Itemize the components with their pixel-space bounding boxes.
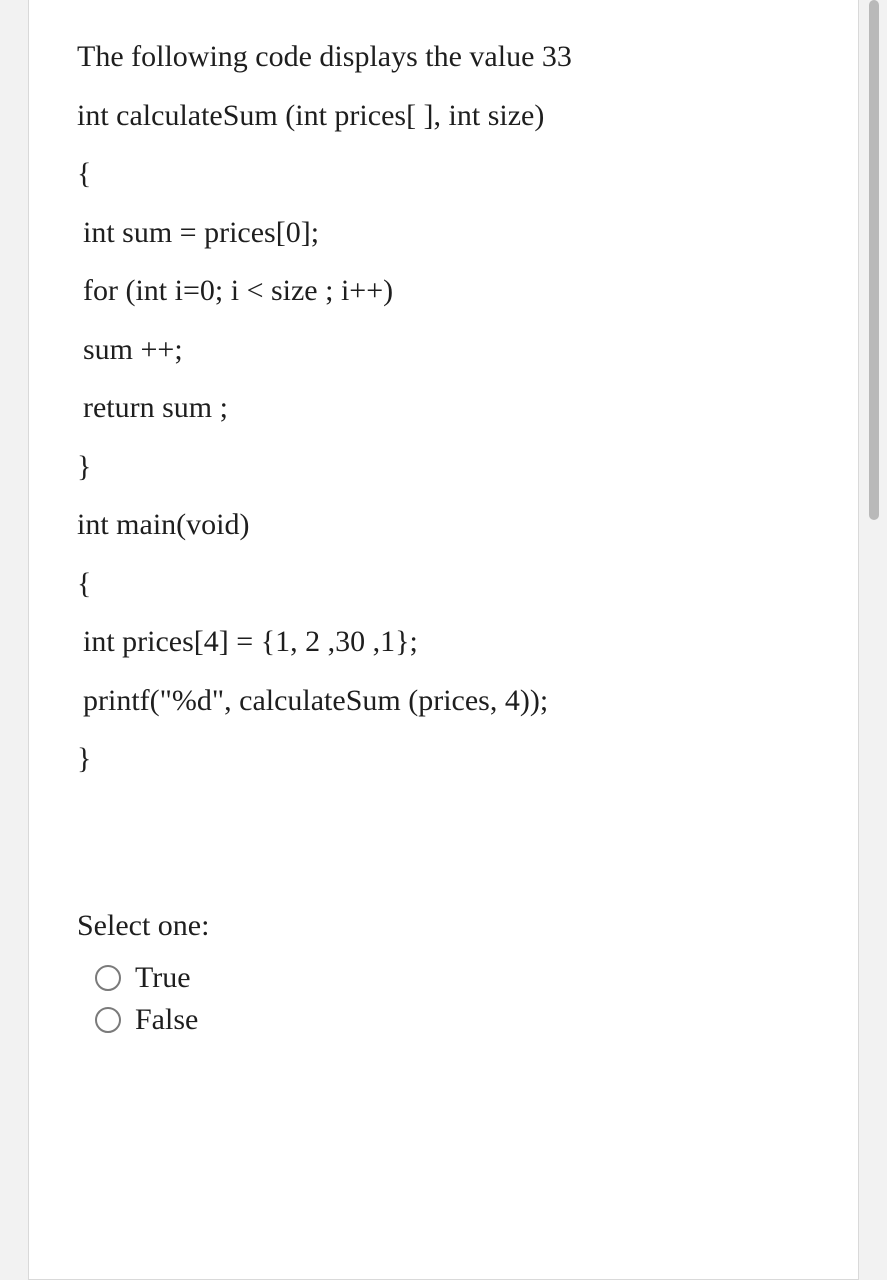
- question-line: int main(void): [77, 496, 810, 555]
- select-one-label: Select one:: [77, 909, 810, 943]
- question-line: {: [77, 145, 810, 204]
- option-true-row[interactable]: True: [95, 961, 810, 995]
- question-line: sum ++;: [77, 321, 810, 380]
- option-false-row[interactable]: False: [95, 1003, 810, 1037]
- scrollbar-thumb[interactable]: [869, 0, 879, 520]
- question-line: printf("%d", calculateSum (prices, 4));: [77, 672, 810, 731]
- scrollbar[interactable]: [869, 0, 879, 1280]
- page-root: The following code displays the value 33…: [0, 0, 887, 1280]
- radio-icon[interactable]: [95, 965, 121, 991]
- question-line: int prices[4] = {1, 2 ,30 ,1};: [77, 613, 810, 672]
- question-line: }: [77, 730, 810, 789]
- question-card: The following code displays the value 33…: [28, 0, 859, 1280]
- option-label: False: [135, 1003, 198, 1037]
- question-text-block: The following code displays the value 33…: [77, 28, 810, 789]
- question-line: return sum ;: [77, 379, 810, 438]
- question-line: The following code displays the value 33: [77, 28, 810, 87]
- question-line: }: [77, 438, 810, 497]
- question-line: int sum = prices[0];: [77, 204, 810, 263]
- radio-icon[interactable]: [95, 1007, 121, 1033]
- spacer: [77, 789, 810, 909]
- question-line: for (int i=0; i < size ; i++): [77, 262, 810, 321]
- option-label: True: [135, 961, 191, 995]
- question-line: {: [77, 555, 810, 614]
- question-line: int calculateSum (int prices[ ], int siz…: [77, 87, 810, 146]
